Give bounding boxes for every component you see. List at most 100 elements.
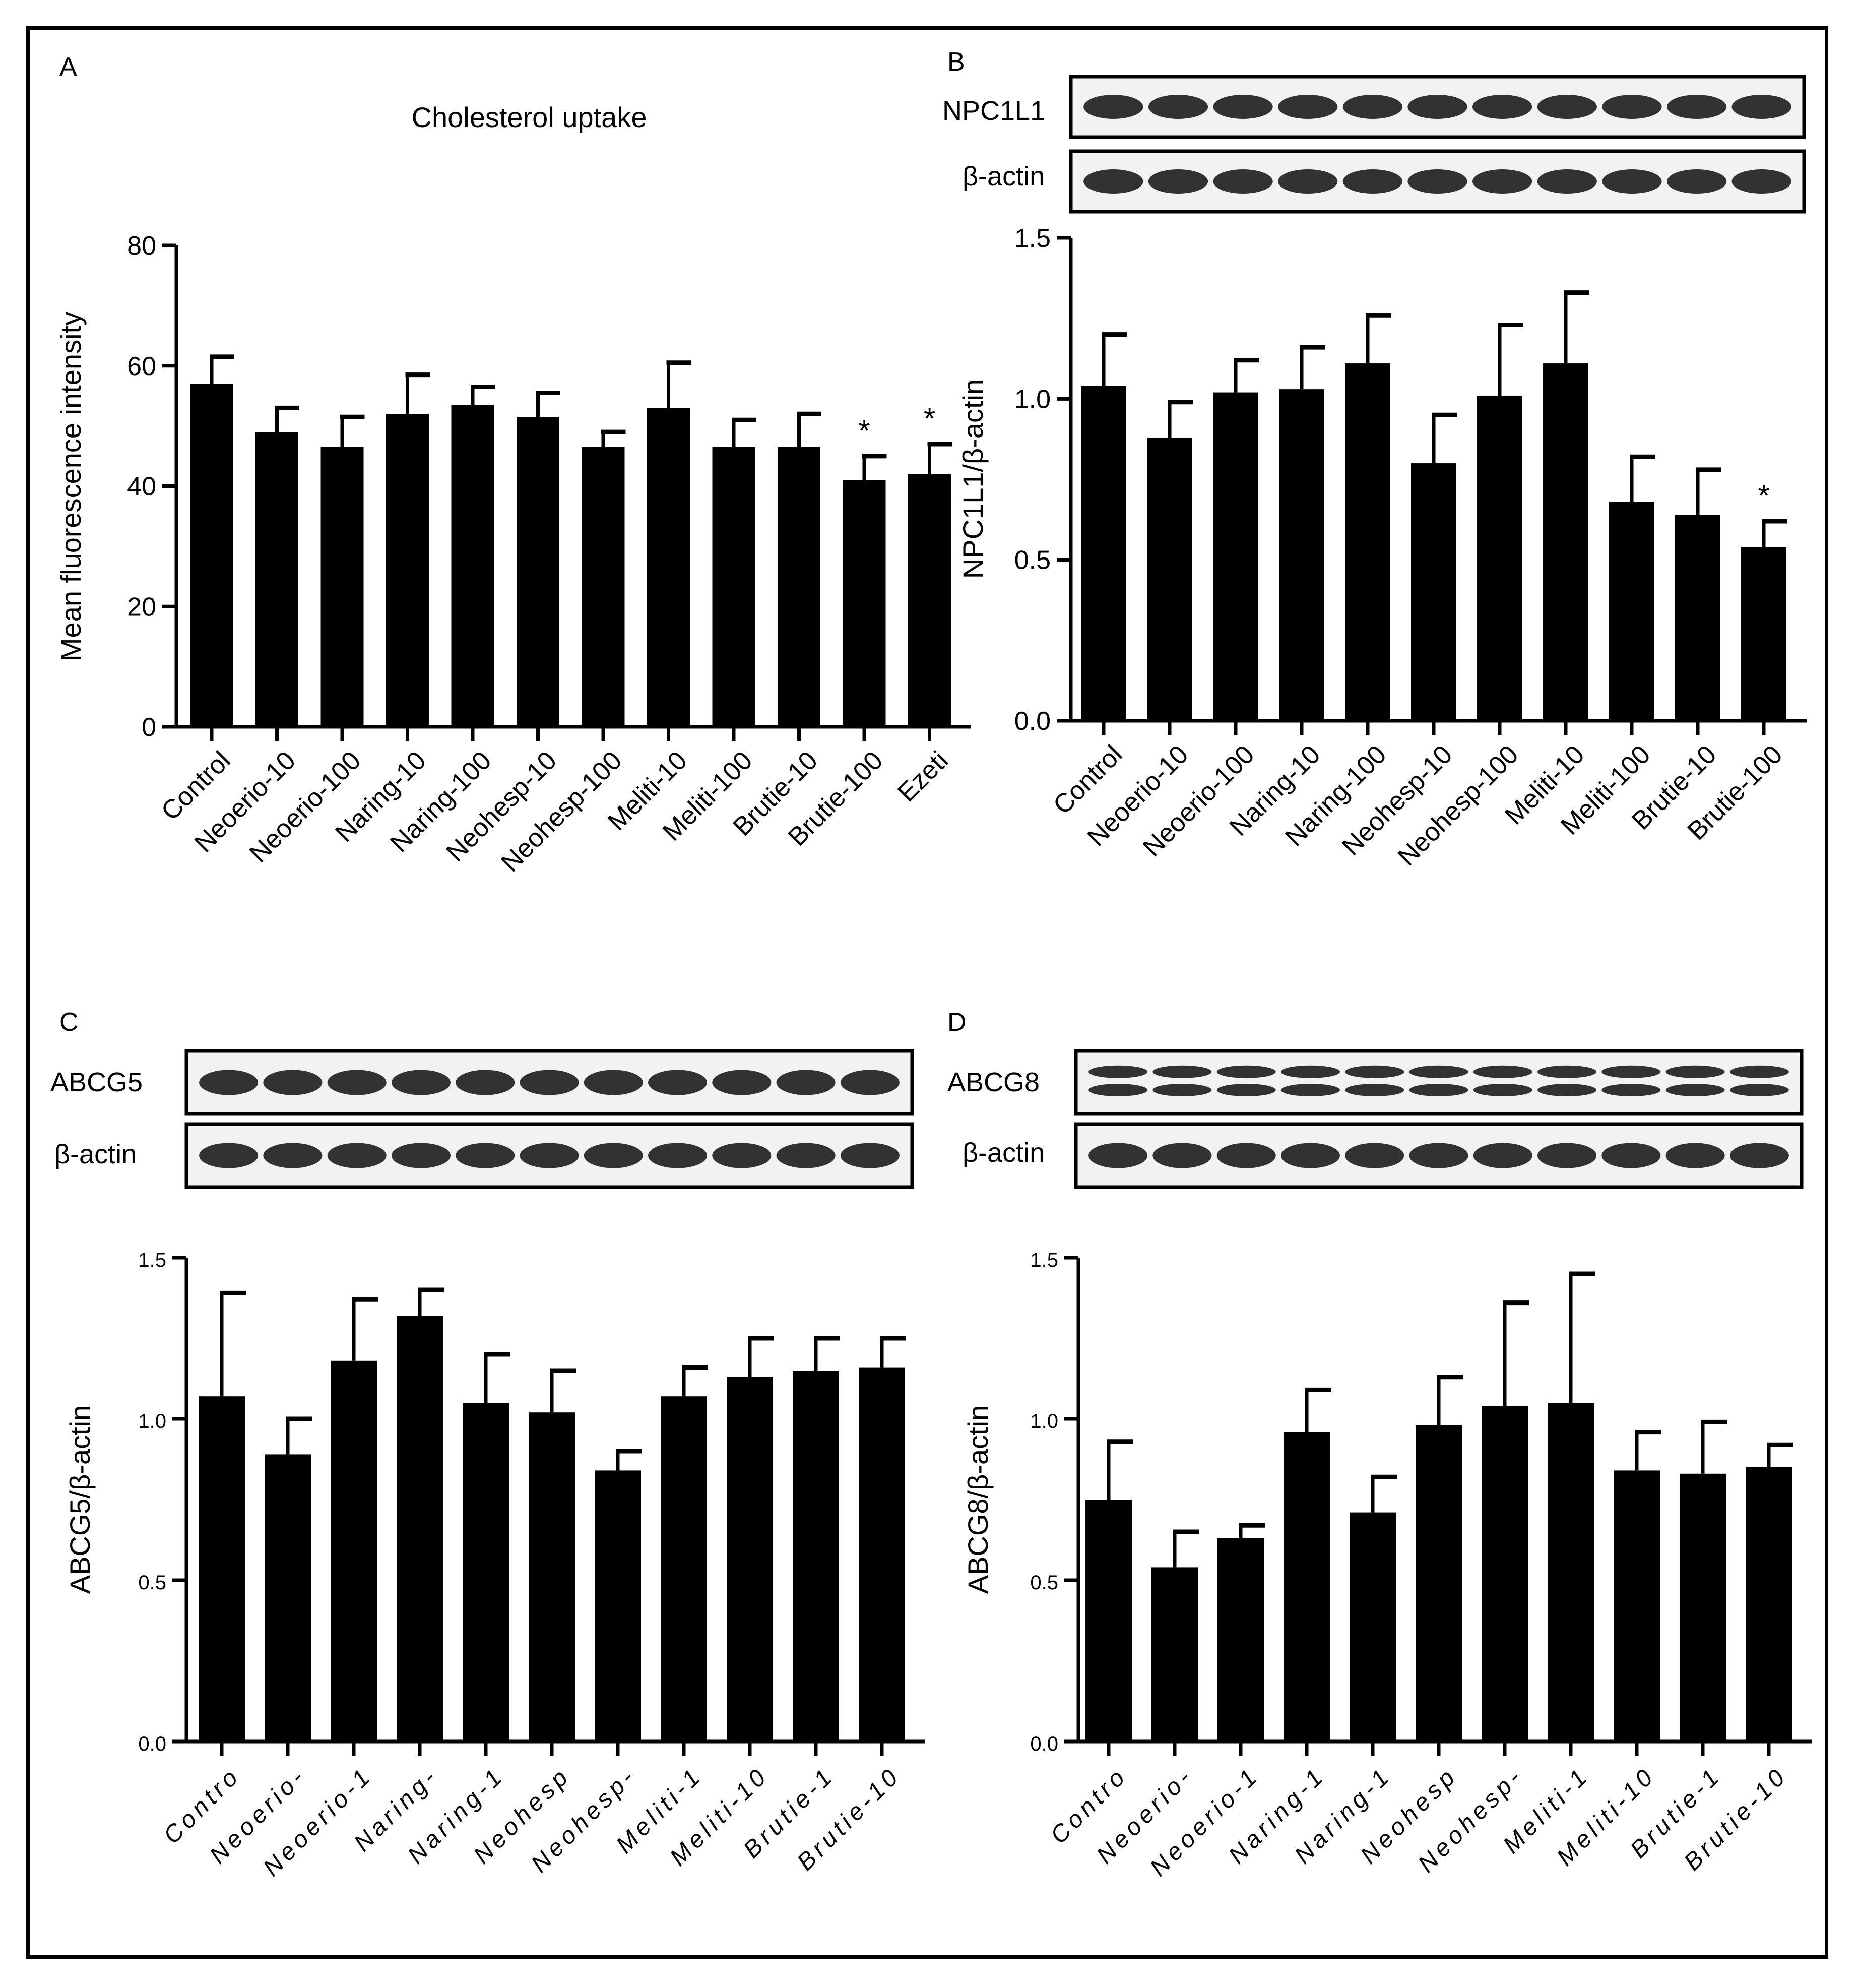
- western-blot-actin: [184, 1122, 914, 1189]
- blot-band: [776, 1070, 836, 1095]
- western-blot-actin: [1074, 1122, 1804, 1189]
- bar: [190, 384, 233, 727]
- blot-band: [1602, 169, 1662, 194]
- bar: [1147, 437, 1192, 721]
- panel-letter: B: [947, 47, 965, 77]
- bar: [793, 1371, 839, 1742]
- y-tick-label: 0: [142, 713, 156, 742]
- blot-band: [1280, 1143, 1340, 1168]
- bar: [529, 1412, 575, 1742]
- bar: [1482, 1406, 1528, 1742]
- blot-band: [1409, 1084, 1468, 1096]
- blot-band: [1537, 1084, 1597, 1096]
- blot-band: [1345, 1143, 1404, 1168]
- blot-band: [1601, 1143, 1661, 1168]
- blot-band: [327, 1143, 387, 1168]
- blot-band: [1083, 169, 1143, 194]
- blot-band: [1213, 95, 1273, 119]
- blot-band: [1280, 1065, 1340, 1078]
- bar: [1279, 389, 1324, 721]
- blot-band: [1665, 1065, 1725, 1078]
- significance-marker: *: [924, 402, 935, 436]
- bar: [265, 1454, 311, 1742]
- y-tick-label: 0.5: [1030, 1572, 1058, 1594]
- bar: [320, 447, 364, 727]
- blot-band: [1213, 169, 1273, 194]
- western-blot-abcg8: [1074, 1049, 1804, 1116]
- blot-band: [1729, 1065, 1789, 1078]
- y-axis-label: ABCG8/β-actin: [962, 1405, 994, 1594]
- bar: [908, 474, 951, 727]
- blot-band: [584, 1070, 643, 1095]
- bar: [1416, 1425, 1462, 1742]
- blot-band: [1409, 1065, 1468, 1078]
- y-tick-label: 1.5: [138, 1249, 166, 1271]
- y-tick-label: 0.0: [1030, 1733, 1058, 1755]
- bar: [386, 414, 429, 727]
- bar: [727, 1377, 773, 1742]
- blot-band: [648, 1143, 708, 1168]
- blot-band: [456, 1143, 515, 1168]
- blot-band: [712, 1070, 772, 1095]
- bar: [595, 1470, 641, 1742]
- blot-band: [1407, 95, 1467, 119]
- blot-band: [1472, 169, 1532, 194]
- blot-band: [1537, 1143, 1597, 1168]
- blot-band: [1345, 1065, 1404, 1078]
- bar: [1609, 502, 1654, 721]
- bar: [647, 408, 690, 727]
- panel-letter: A: [59, 52, 77, 82]
- blot-band: [1665, 1084, 1725, 1096]
- blot-band: [776, 1143, 836, 1168]
- bar: [451, 405, 494, 727]
- blot-band: [1473, 1143, 1532, 1168]
- blot-band: [1216, 1143, 1276, 1168]
- blot-band: [1083, 95, 1143, 119]
- y-tick-label: 0.5: [138, 1572, 166, 1594]
- blot-band: [1537, 1065, 1597, 1078]
- blot-band: [1345, 1084, 1404, 1096]
- blot-band: [1537, 95, 1597, 119]
- blot-band: [1088, 1143, 1148, 1168]
- bar: [778, 447, 820, 727]
- y-tick-label: 1.0: [1030, 1410, 1058, 1433]
- y-tick-label: 1.0: [138, 1410, 166, 1433]
- blot-band: [1473, 1084, 1532, 1096]
- bar: [859, 1367, 905, 1742]
- blot-band: [1665, 1143, 1725, 1168]
- blot-band: [1407, 169, 1467, 194]
- figure-frame: [26, 26, 1828, 1959]
- bar: [255, 432, 298, 727]
- blot-band: [391, 1070, 451, 1095]
- blot-band: [1729, 1143, 1789, 1168]
- y-tick-label: 1.0: [1014, 385, 1051, 414]
- blot-band: [1278, 95, 1338, 119]
- blot-label: β-actin: [54, 1139, 137, 1169]
- bar: [1411, 463, 1456, 721]
- y-axis-label: NPC1L1/β-actin: [957, 379, 989, 579]
- blot-band: [263, 1070, 323, 1095]
- blot-band: [199, 1070, 259, 1095]
- blot-band: [648, 1070, 708, 1095]
- bar: [1217, 1538, 1264, 1742]
- bar: [1085, 1500, 1132, 1742]
- blot-band: [1602, 95, 1662, 119]
- bar: [1543, 363, 1588, 721]
- chart-title: Cholesterol uptake: [412, 101, 647, 133]
- bar: [463, 1403, 509, 1742]
- blot-label: β-actin: [963, 1138, 1045, 1168]
- y-axis-label: Mean fluorescence intensity: [55, 312, 87, 661]
- blot-band: [1088, 1065, 1148, 1078]
- blot-band: [263, 1143, 323, 1168]
- bar: [1345, 363, 1390, 721]
- bar: [582, 447, 625, 727]
- bar: [1680, 1473, 1726, 1742]
- significance-marker: *: [1758, 479, 1769, 513]
- blot-band: [1731, 95, 1791, 119]
- y-tick-label: 0.5: [1014, 546, 1051, 575]
- blot-band: [1278, 169, 1338, 194]
- x-category-label: Ezeti: [892, 746, 954, 807]
- bar: [1741, 547, 1786, 721]
- y-tick-label: 1.5: [1030, 1249, 1058, 1271]
